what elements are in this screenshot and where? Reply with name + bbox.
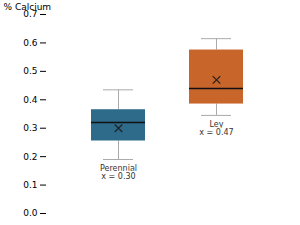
- svg-text:0.6: 0.6: [23, 38, 38, 48]
- svg-text:0.2: 0.2: [23, 152, 37, 162]
- svg-text:0.5: 0.5: [23, 66, 37, 76]
- svg-text:0.3: 0.3: [23, 123, 37, 133]
- svg-text:0.1: 0.1: [23, 180, 37, 190]
- svg-text:% Calcium: % Calcium: [4, 2, 52, 12]
- svg-text:0.4: 0.4: [23, 95, 38, 105]
- svg-text:Perennialx = 0.30: Perennialx = 0.30: [100, 164, 137, 181]
- svg-text:0.7: 0.7: [23, 9, 38, 20]
- svg-text:0.0: 0.0: [23, 208, 38, 218]
- svg-text:Leyx = 0.47: Leyx = 0.47: [199, 120, 233, 137]
